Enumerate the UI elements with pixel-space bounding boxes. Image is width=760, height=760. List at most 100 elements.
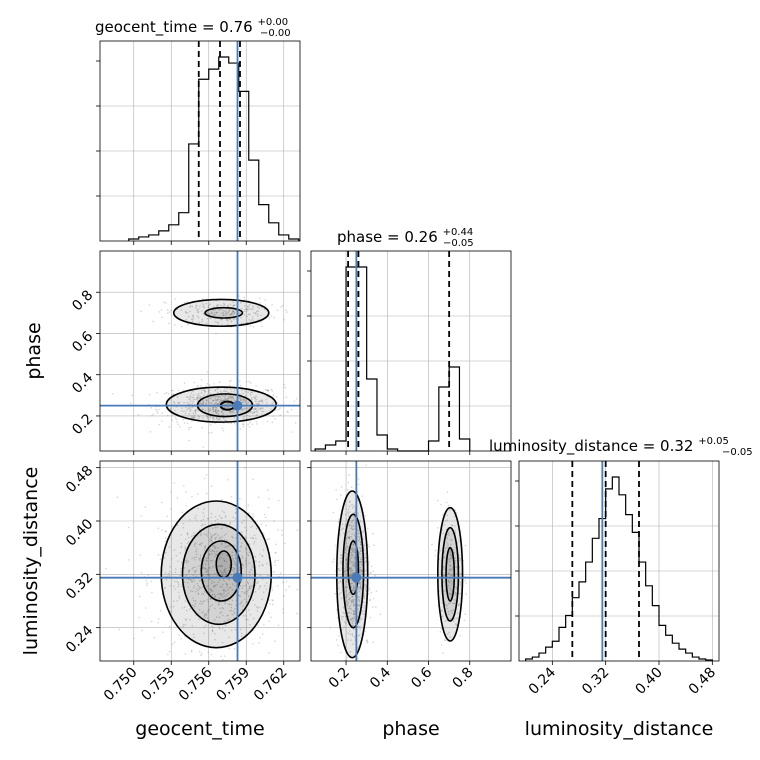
sample-point xyxy=(372,597,375,600)
sample-point xyxy=(444,620,447,622)
sample-point xyxy=(357,625,359,628)
sample-point xyxy=(174,298,177,300)
sample-point xyxy=(197,592,200,595)
sample-point xyxy=(220,312,223,315)
sample-point xyxy=(244,390,247,393)
sample-point xyxy=(222,429,225,432)
sample-point xyxy=(250,308,252,310)
sample-point xyxy=(351,561,353,564)
sample-point xyxy=(349,633,352,635)
sample-point xyxy=(360,560,362,563)
sample-point xyxy=(448,580,451,583)
sample-point xyxy=(243,296,246,299)
sample-point xyxy=(369,572,372,575)
sample-point xyxy=(206,311,209,314)
sample-point xyxy=(366,527,369,530)
sample-point xyxy=(259,553,261,556)
sample-point xyxy=(202,512,204,514)
sample-point xyxy=(259,297,261,300)
sample-point xyxy=(196,493,199,495)
sample-point xyxy=(214,314,216,316)
sample-point xyxy=(164,586,166,589)
sample-point xyxy=(347,536,350,539)
sample-point xyxy=(160,308,163,311)
sample-point xyxy=(351,569,354,571)
sample-point xyxy=(184,547,187,550)
sample-point xyxy=(351,595,353,598)
sample-point xyxy=(353,563,355,566)
sample-point xyxy=(233,318,235,321)
sample-point xyxy=(184,600,187,602)
sample-point xyxy=(353,610,356,612)
sample-point xyxy=(256,306,259,308)
sample-point xyxy=(212,416,214,418)
sample-point xyxy=(214,398,217,400)
x-tick-label: 0.750 xyxy=(101,665,141,705)
sample-point xyxy=(200,654,202,657)
sample-point xyxy=(192,314,194,317)
sample-point xyxy=(239,312,241,315)
sample-point xyxy=(338,635,340,637)
sample-point xyxy=(215,408,218,410)
sample-point xyxy=(183,422,186,424)
sample-point xyxy=(266,582,268,584)
ylabel-luminosity-distance: luminosity_distance xyxy=(20,467,42,656)
sample-point xyxy=(351,554,354,557)
sample-point xyxy=(181,511,184,514)
sample-point xyxy=(219,585,222,588)
sample-point xyxy=(191,580,194,582)
sample-point xyxy=(189,306,191,308)
sample-point xyxy=(223,303,226,306)
sample-point xyxy=(249,526,252,528)
sample-point xyxy=(228,402,230,405)
sample-point xyxy=(369,616,372,619)
sample-point xyxy=(233,416,236,419)
sample-point xyxy=(344,615,347,618)
sample-point xyxy=(222,589,225,592)
sample-point xyxy=(216,417,218,420)
sample-point xyxy=(218,626,221,629)
sample-point xyxy=(449,617,452,620)
sample-point xyxy=(249,410,252,413)
sample-point xyxy=(442,575,445,577)
sample-point xyxy=(207,306,210,308)
sample-point xyxy=(202,306,205,308)
sample-point xyxy=(348,606,351,608)
sample-point xyxy=(217,601,220,604)
sample-point xyxy=(200,544,202,546)
sample-point xyxy=(369,599,372,601)
sample-point xyxy=(214,320,216,323)
sample-point xyxy=(205,567,207,570)
sample-point xyxy=(270,315,273,317)
sample-point xyxy=(221,606,224,609)
sample-point xyxy=(363,544,366,547)
sample-point xyxy=(346,600,348,603)
sample-point xyxy=(230,603,233,606)
sample-point xyxy=(183,581,186,583)
sample-point xyxy=(254,400,257,403)
sample-point xyxy=(202,446,205,448)
sample-point xyxy=(241,401,244,403)
sample-point xyxy=(227,396,230,398)
sample-point xyxy=(207,610,209,612)
sample-point xyxy=(234,517,237,520)
sample-point xyxy=(195,398,198,401)
x-tick-label: 0.40 xyxy=(632,665,665,698)
sample-point xyxy=(254,604,256,606)
sample-point xyxy=(174,571,177,574)
sample-point xyxy=(249,415,251,418)
sample-point xyxy=(247,401,250,404)
sample-point xyxy=(201,542,204,544)
sample-point xyxy=(193,398,196,401)
sample-point xyxy=(439,549,442,552)
sample-point xyxy=(231,396,233,398)
sample-point xyxy=(459,592,462,595)
sample-point xyxy=(127,559,130,561)
sample-point xyxy=(216,388,219,390)
sample-point xyxy=(173,400,175,403)
sample-point xyxy=(209,538,211,540)
sample-point xyxy=(255,414,258,417)
contour-line xyxy=(445,546,456,602)
sample-point xyxy=(205,559,208,562)
sample-point xyxy=(246,592,248,595)
